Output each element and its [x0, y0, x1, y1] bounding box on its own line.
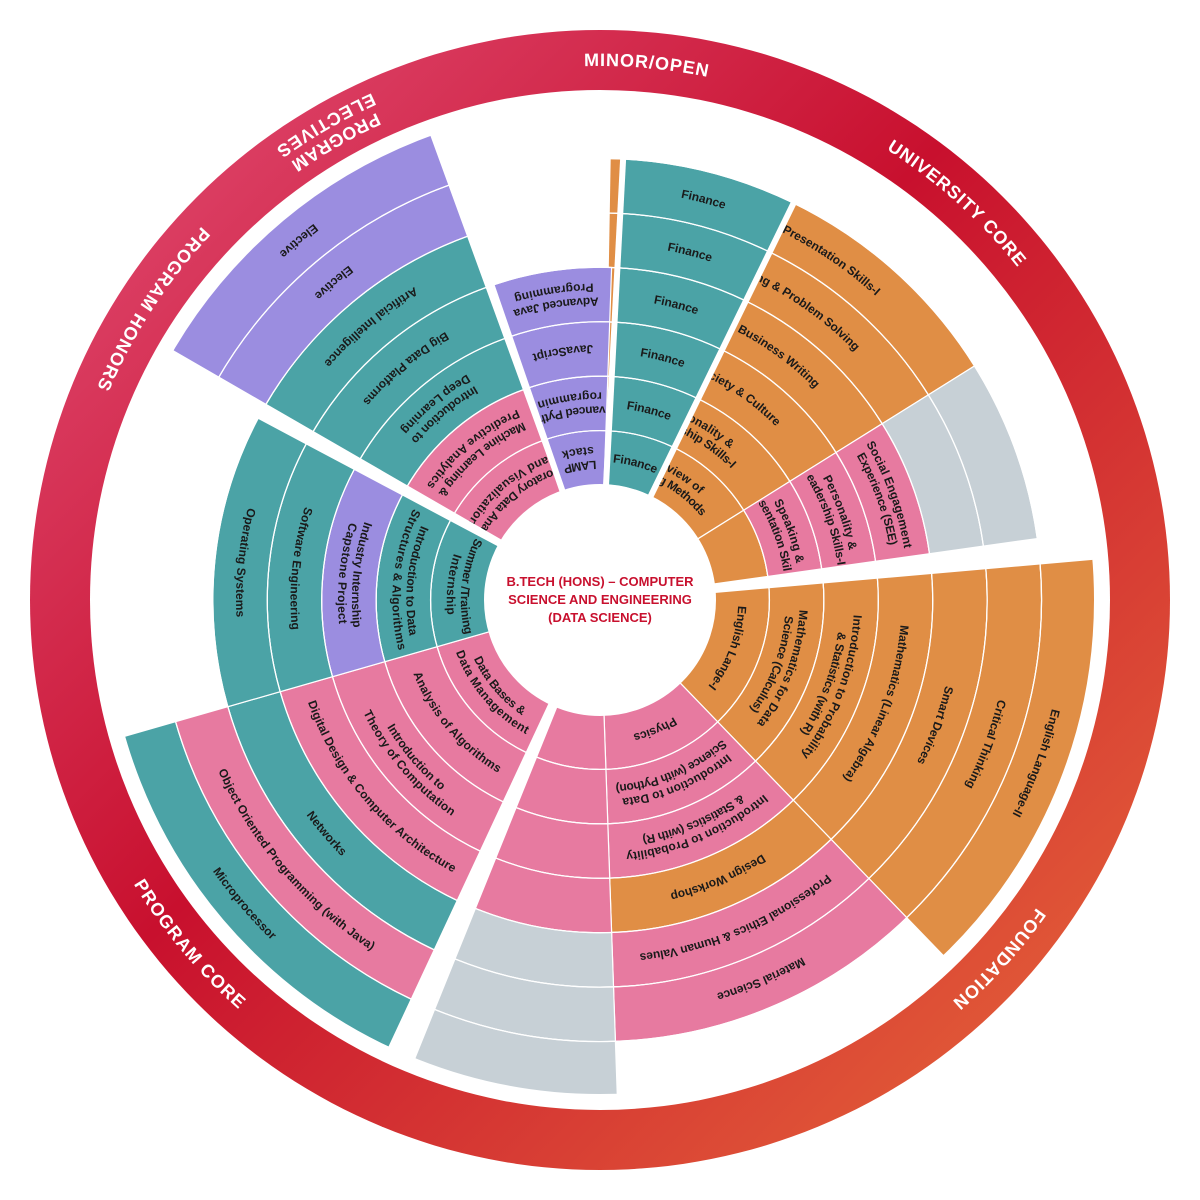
center-title: B.TECH (HONS) – COMPUTER [506, 574, 694, 589]
center-title: SCIENCE AND ENGINEERING [508, 592, 692, 607]
curriculum-wheel: Overview ofLearning MethodsPersonality &… [0, 0, 1200, 1200]
center-title: (DATA SCIENCE) [548, 610, 652, 625]
